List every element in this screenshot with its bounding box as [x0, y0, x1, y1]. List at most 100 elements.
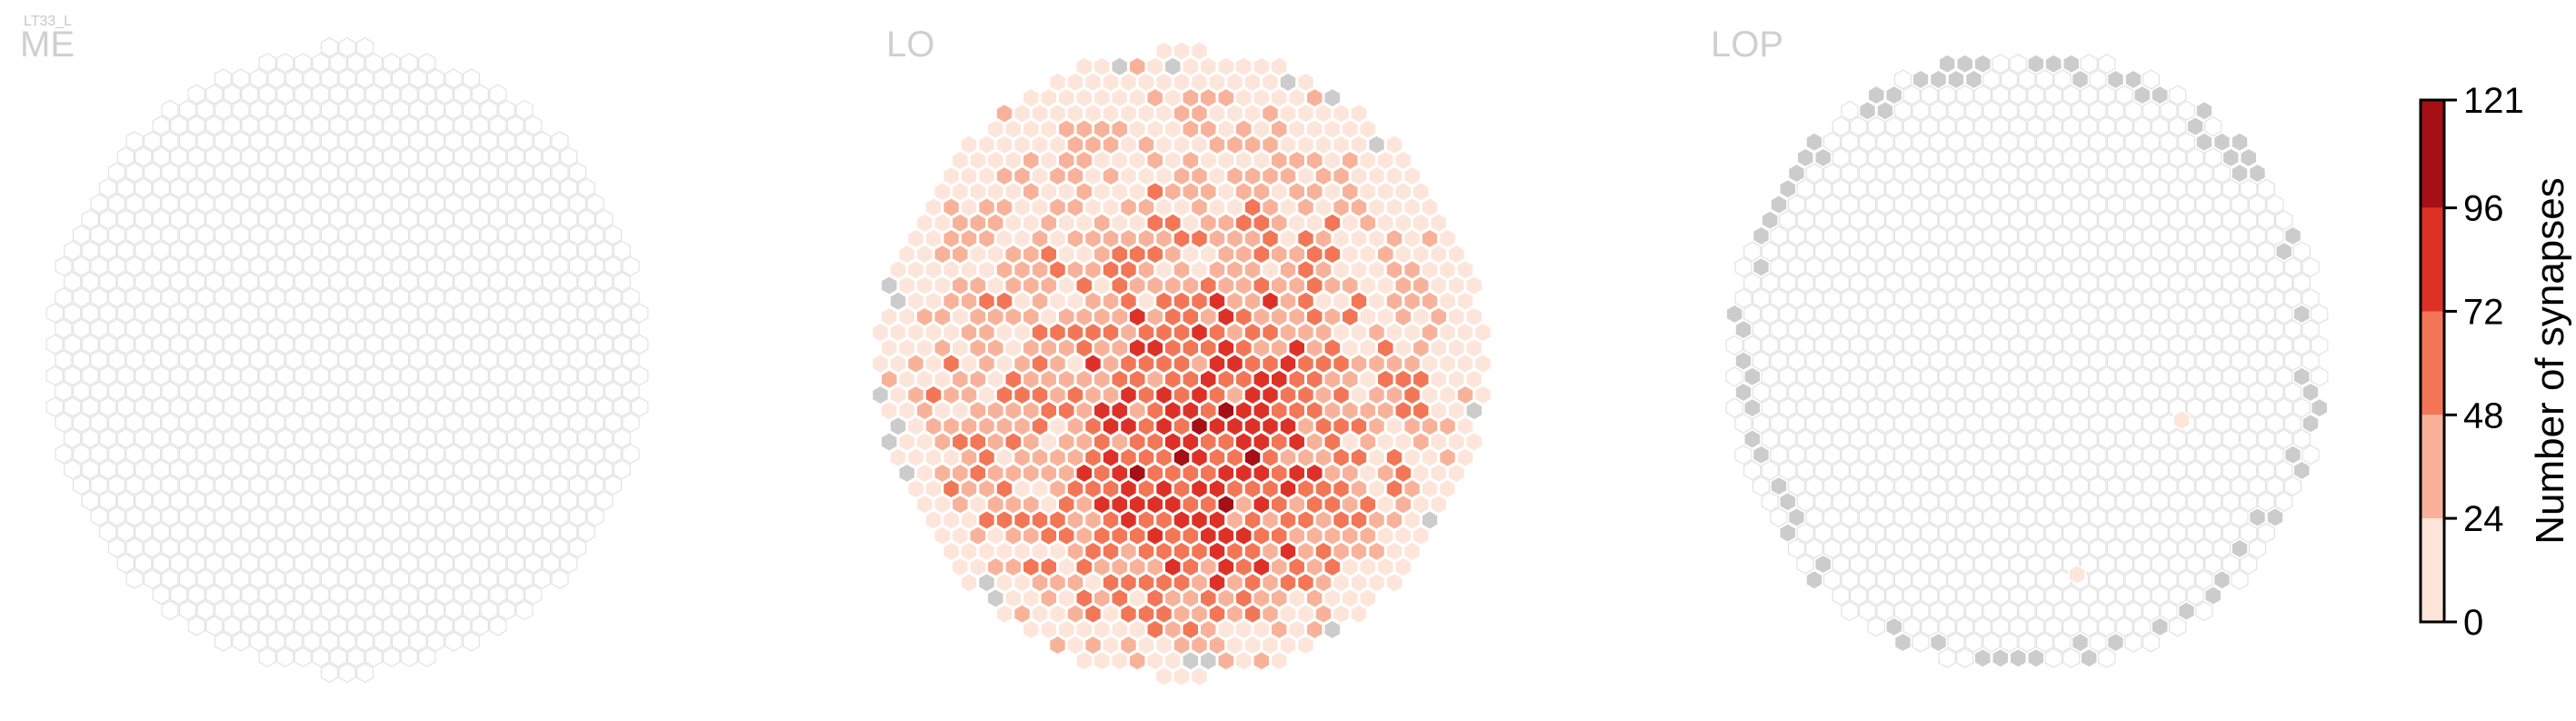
lop-column-hex [1964, 538, 1983, 559]
me-column-hex [170, 303, 188, 324]
lo-column-hex [1048, 446, 1067, 468]
me-column-hex [444, 412, 463, 433]
me-column-hex [409, 287, 427, 308]
me-column-hex [400, 427, 418, 449]
me-column-hex [196, 287, 215, 308]
me-column-hex [355, 225, 374, 245]
me-column-hex [303, 412, 321, 433]
colorbar-tick-label: 121 [2463, 81, 2524, 121]
lo-column-hex [1181, 368, 1200, 390]
lop-column-hex [2169, 241, 2187, 262]
me-column-hex [560, 490, 578, 511]
me-column-hex [400, 146, 418, 167]
lo-column-hex [1154, 572, 1173, 594]
me-column-hex [99, 396, 117, 417]
lop-column-hex [1805, 225, 1823, 246]
me-column-hex [338, 662, 356, 684]
lop-column-hex [2124, 319, 2142, 340]
lop-column-hex [1841, 163, 1859, 184]
lop-column-hex [2142, 132, 2161, 153]
lop-column-hex [2053, 69, 2072, 90]
lo-column-hex [1393, 275, 1413, 296]
me-column-hex [364, 303, 383, 324]
lo-column-hex [1252, 275, 1271, 296]
lo-column-hex [915, 337, 934, 359]
lop-column-hex [1796, 272, 1814, 294]
lop-column-hex [1841, 256, 1859, 277]
me-column-hex [454, 584, 472, 606]
lo-column-hex [1261, 416, 1280, 437]
me-column-hex [45, 396, 64, 417]
lop-column-hex [2089, 506, 2107, 528]
lop-column-hex [2018, 350, 2036, 372]
lop-column-hex [1858, 382, 1877, 403]
me-column-hex [187, 115, 205, 136]
lop-column-hex [1841, 569, 1859, 590]
lop-column-hex [1973, 491, 1992, 512]
lo-column-hex [1358, 306, 1377, 327]
lop-column-hex [1742, 397, 1762, 418]
lo-column-hex [1031, 322, 1049, 343]
lop-column-hex [1858, 506, 1877, 528]
lop-column-hex [1956, 616, 1974, 637]
me-column-hex [560, 553, 578, 574]
lo-column-hex [1173, 103, 1191, 125]
lo-column-hex [1128, 55, 1147, 77]
lo-column-hex [1074, 587, 1093, 609]
lop-column-hex [1893, 601, 1912, 622]
lo-column-hex [1243, 446, 1262, 468]
me-column-hex [364, 459, 383, 480]
lop-column-hex [1805, 350, 1823, 372]
lo-column-hex [1128, 463, 1147, 484]
me-column-hex [374, 349, 392, 371]
me-column-hex [631, 366, 649, 386]
lo-column-hex [1216, 150, 1235, 171]
lop-column-hex [1964, 100, 1983, 121]
lop-column-hex [2009, 491, 2027, 512]
lo-column-hex [960, 322, 978, 343]
lo-column-hex [1003, 368, 1023, 390]
lop-column-hex [2248, 194, 2267, 215]
lo-column-hex [1252, 181, 1271, 203]
lop-column-hex [2009, 647, 2028, 669]
lo-column-hex [1234, 619, 1253, 640]
lo-column-hex [1039, 306, 1058, 327]
me-column-hex [81, 427, 99, 449]
me-column-hex [462, 193, 481, 215]
lop-column-hex [2124, 163, 2142, 184]
lo-column-hex [977, 541, 996, 562]
lo-column-hex [986, 181, 1005, 203]
lo-column-hex [1261, 259, 1280, 281]
lo-column-hex [1270, 212, 1289, 234]
me-column-hex [205, 427, 224, 449]
lop-column-hex [2018, 194, 2036, 215]
me-column-hex [533, 131, 552, 152]
me-column-hex [258, 84, 276, 105]
me-column-hex [90, 412, 108, 433]
me-column-hex [81, 271, 99, 293]
lo-column-hex [1323, 337, 1342, 359]
me-column-hex [355, 349, 374, 371]
me-column-hex [577, 334, 595, 355]
lo-column-hex [1252, 587, 1271, 609]
me-column-hex [267, 412, 285, 433]
me-column-hex [524, 177, 543, 198]
lop-column-hex [1893, 69, 1912, 90]
lop-column-hex [1929, 256, 1948, 277]
me-column-hex [285, 475, 304, 496]
lop-column-hex [1982, 288, 2001, 309]
lop-column-hex [1912, 538, 1930, 559]
me-column-hex [577, 490, 595, 511]
lop-column-hex [1893, 413, 1912, 434]
lo-column-hex [977, 259, 996, 281]
me-column-hex [364, 115, 383, 136]
lo-column-hex [1403, 509, 1422, 531]
me-column-hex [312, 396, 330, 417]
lo-column-hex [1447, 463, 1466, 484]
lop-column-hex [2044, 272, 2062, 294]
lo-column-hex [1110, 244, 1129, 265]
lo-column-hex [1341, 525, 1360, 546]
lop-column-hex [2257, 460, 2275, 481]
lop-column-hex [2009, 304, 2027, 325]
lo-column-hex [977, 322, 996, 343]
